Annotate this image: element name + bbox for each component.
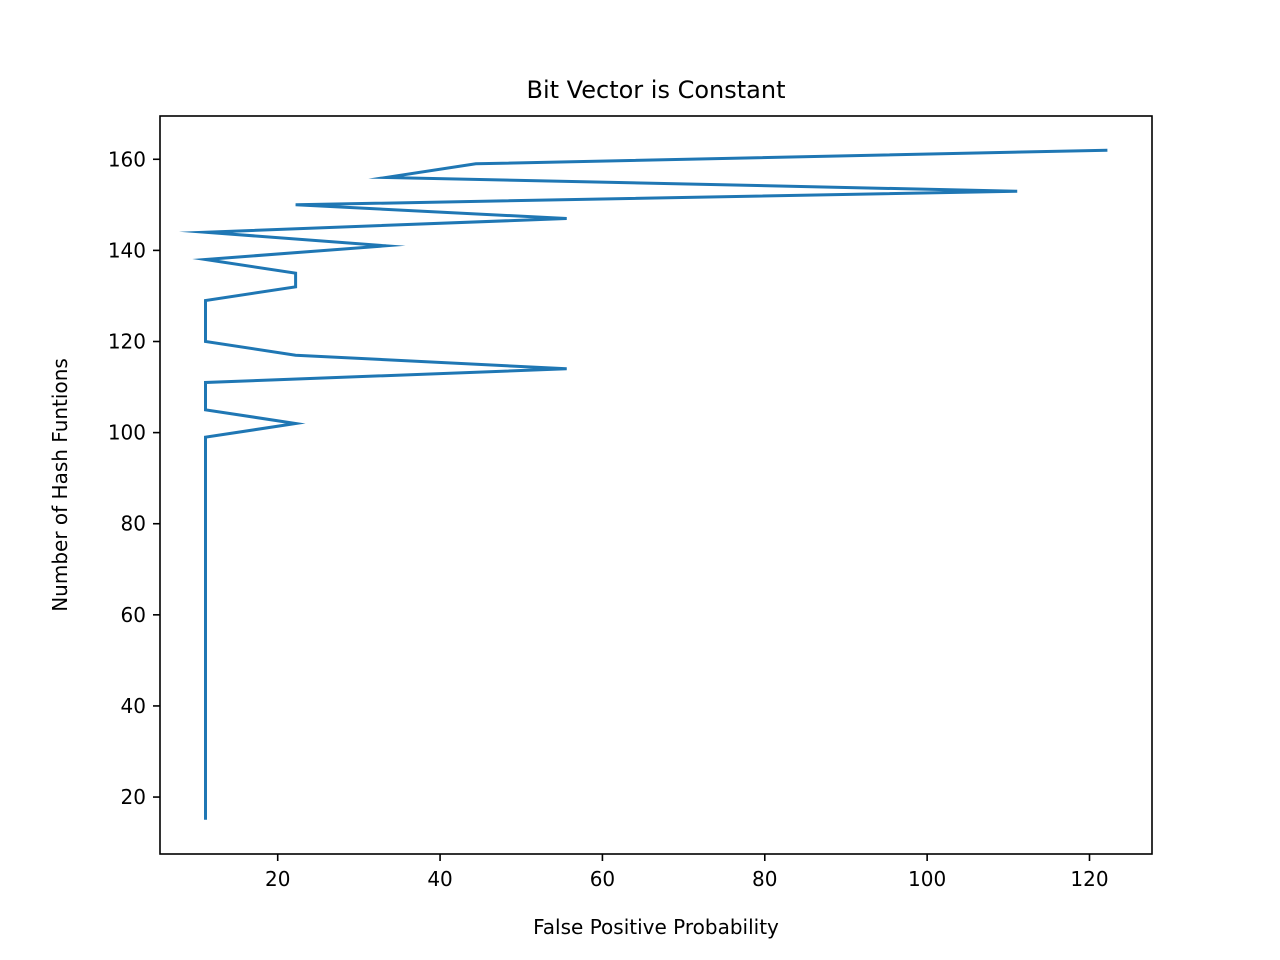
x-axis-label: False Positive Probability (533, 915, 779, 939)
x-tick-label: 60 (590, 867, 615, 891)
series-line-1 (178, 148, 1108, 820)
x-tick-label: 40 (427, 867, 452, 891)
y-tick-label: 80 (121, 512, 146, 536)
axes-frame (159, 115, 1153, 855)
chart-title: Bit Vector is Constant (527, 76, 786, 104)
x-axis: 20 40 60 80 100 120 (265, 854, 1109, 891)
y-tick-label: 20 (121, 785, 146, 809)
y-tick-label: 120 (108, 330, 146, 354)
y-tick-label: 100 (108, 421, 146, 445)
plot-area (159, 115, 1153, 855)
x-tick-label: 100 (908, 867, 946, 891)
y-axis: 20 40 60 80 100 120 140 160 (108, 147, 160, 809)
y-tick-label: 40 (121, 694, 146, 718)
y-tick-label: 140 (108, 238, 146, 262)
y-axis-label: Number of Hash Funtions (48, 358, 72, 612)
y-tick-label: 160 (108, 147, 146, 171)
x-tick-label: 20 (265, 867, 290, 891)
x-tick-label: 80 (752, 867, 777, 891)
y-tick-label: 60 (121, 603, 146, 627)
x-tick-label: 120 (1070, 867, 1108, 891)
